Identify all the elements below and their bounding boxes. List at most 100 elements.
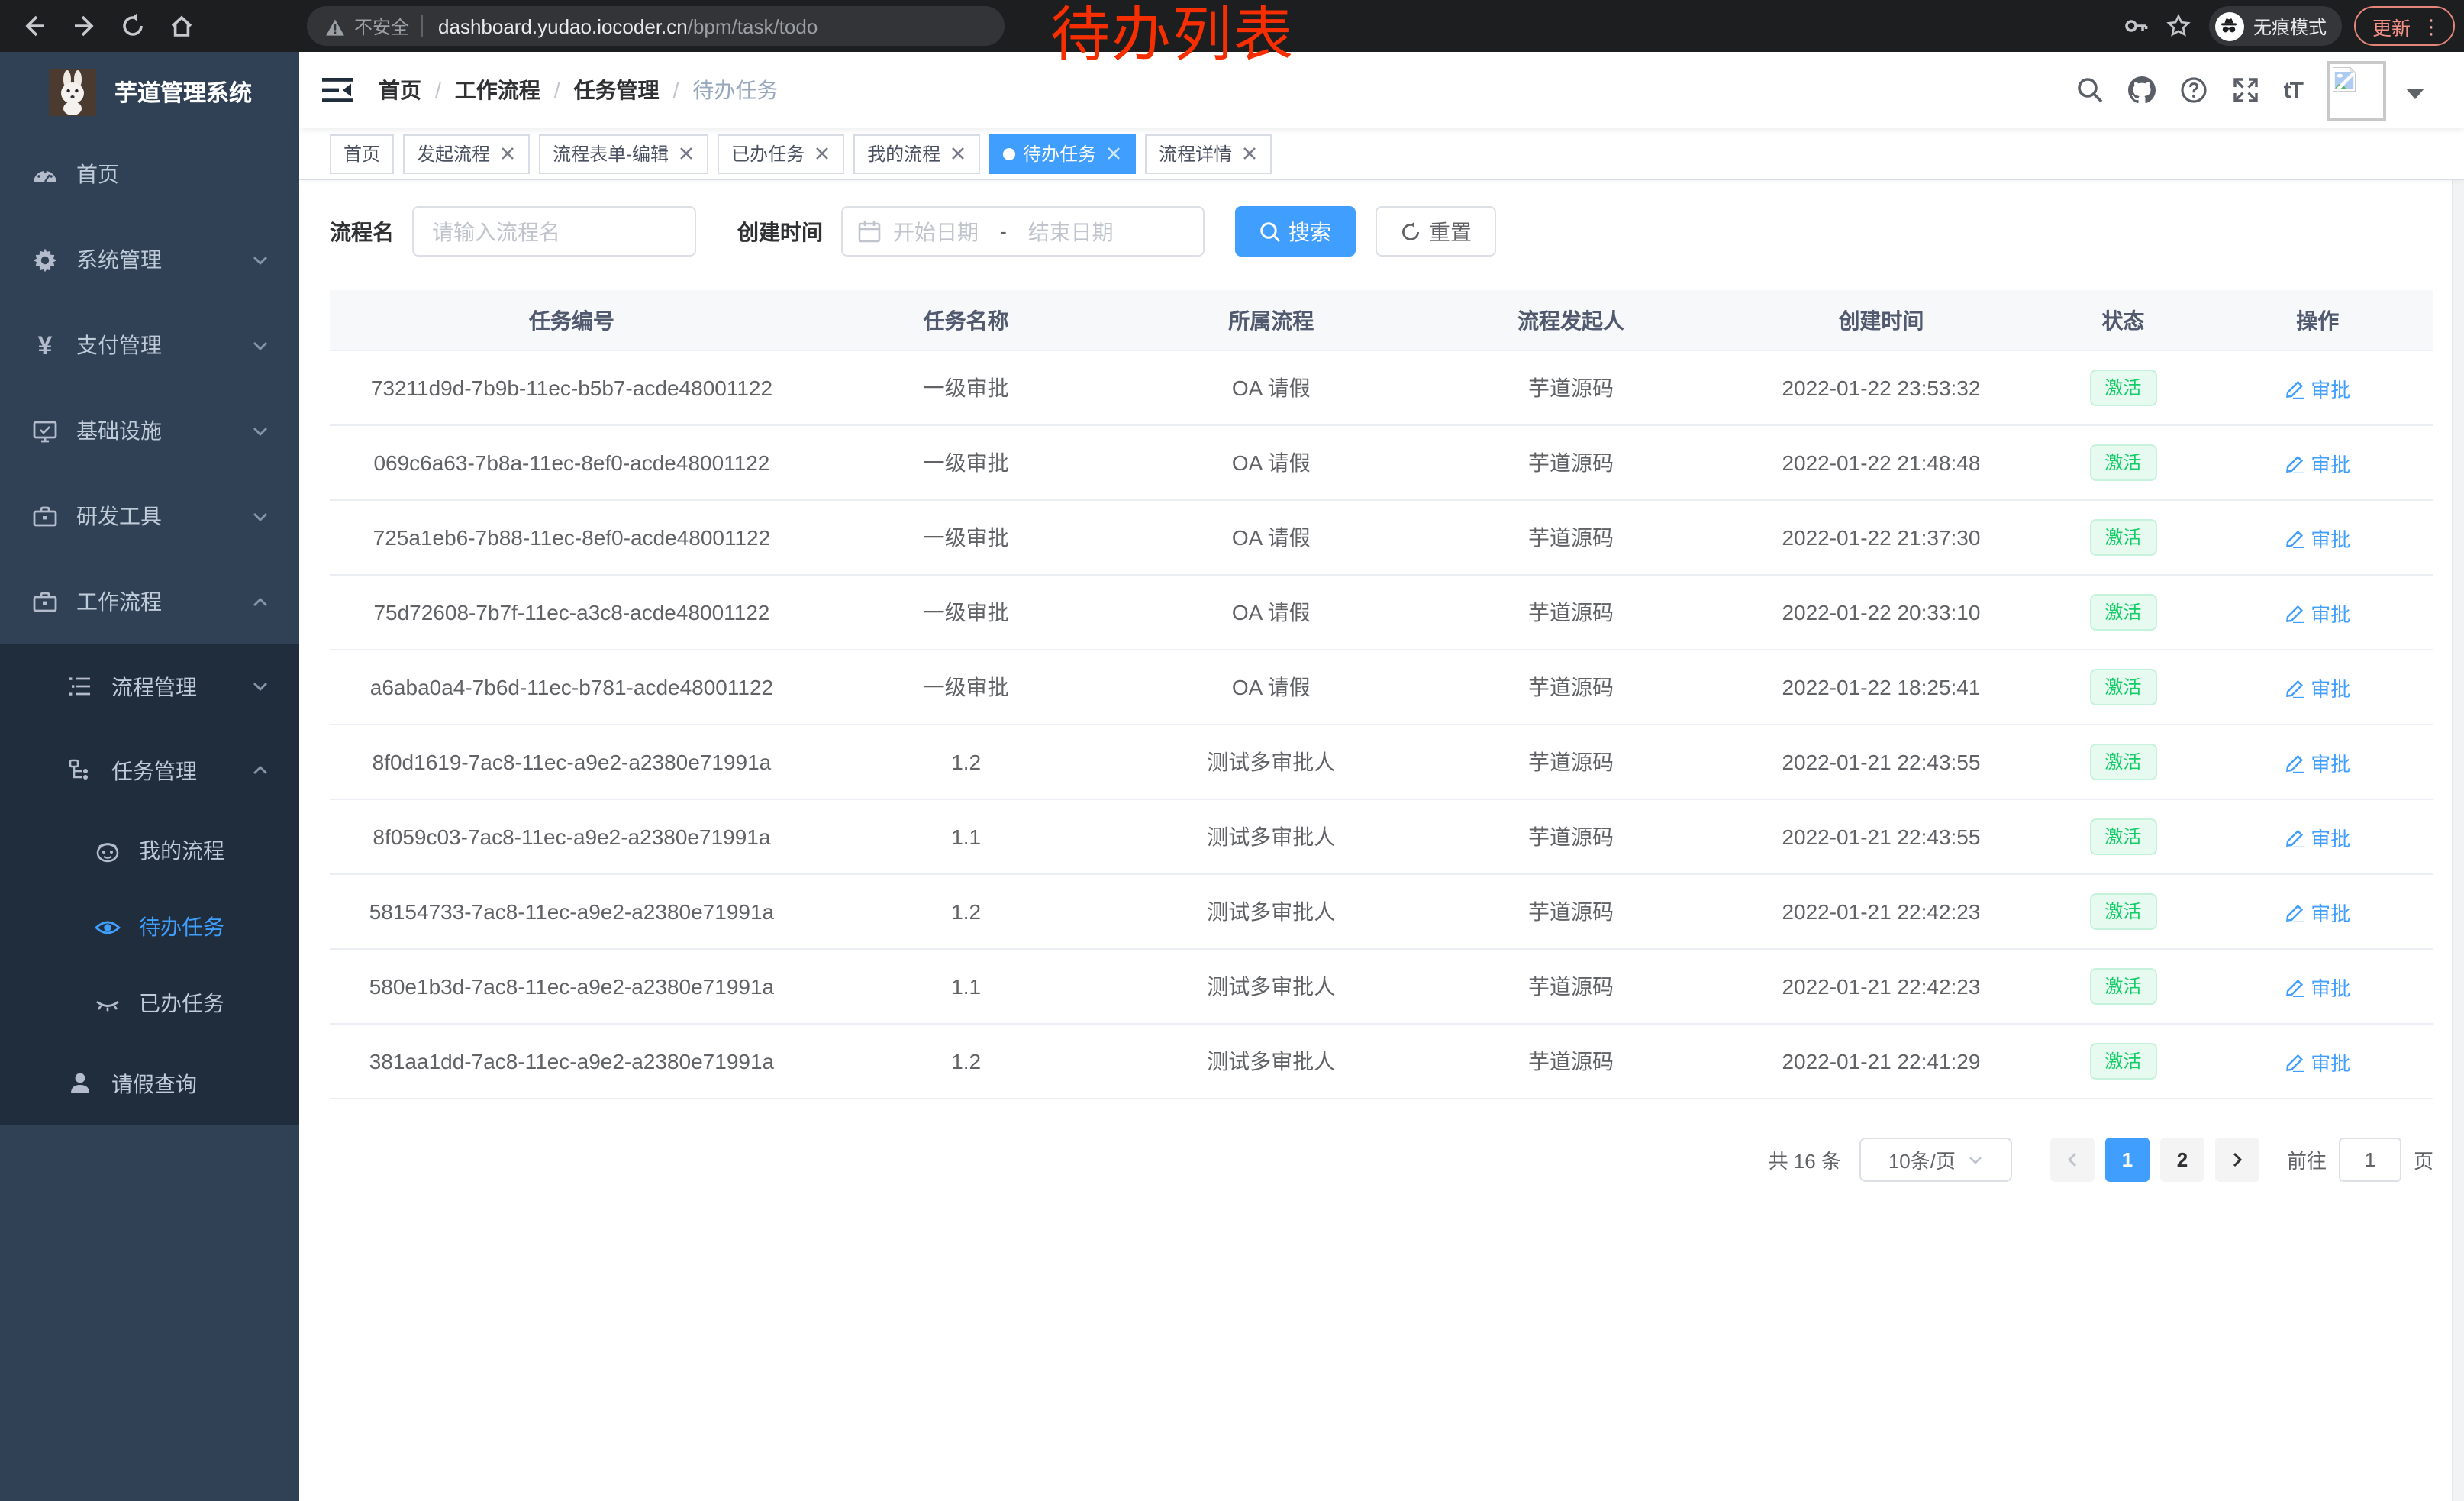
home-icon[interactable] (168, 12, 195, 40)
sidebar-collapse-icon[interactable] (322, 78, 353, 102)
sidebar-item-payment[interactable]: ¥ 支付管理 (0, 302, 299, 388)
approve-label: 审批 (2311, 378, 2351, 401)
close-icon[interactable] (1241, 145, 1258, 162)
reset-button[interactable]: 重置 (1376, 206, 1496, 257)
breadcrumb-item[interactable]: 工作流程 (454, 78, 540, 102)
bookmark-star-icon[interactable] (2166, 13, 2191, 38)
breadcrumb-item[interactable]: 任务管理 (573, 78, 660, 102)
sidebar-item-task-mgmt[interactable]: 任务管理 (0, 728, 299, 812)
sidebar-item-leave-query[interactable]: 请假查询 (0, 1041, 299, 1125)
approve-link[interactable]: 审批 (2285, 822, 2350, 851)
prev-page-button[interactable] (2050, 1138, 2095, 1182)
tag-start-process[interactable]: 发起流程 (403, 134, 531, 173)
process-name-input[interactable]: 请输入流程名 (412, 206, 696, 257)
cell-starter: 芋道源码 (1527, 600, 1614, 625)
goto-page-input[interactable] (2338, 1138, 2401, 1182)
tag-home[interactable]: 首页 (330, 134, 395, 173)
avatar-caret-down-icon[interactable] (2406, 88, 2424, 98)
search-button-label: 搜索 (1288, 219, 1331, 244)
page-button-1[interactable]: 1 (2104, 1138, 2150, 1182)
sidebar-item-home[interactable]: 首页 (0, 131, 299, 217)
sidebar-item-label: 待办任务 (139, 915, 224, 939)
back-icon[interactable] (21, 12, 49, 40)
reload-icon[interactable] (119, 12, 147, 40)
approve-label: 审批 (2311, 827, 2351, 850)
tag-todo-tasks[interactable]: 待办任务 (989, 134, 1137, 173)
sidebar-item-workflow[interactable]: 工作流程 (0, 559, 299, 644)
cell-starter: 芋道源码 (1527, 899, 1614, 924)
approve-link[interactable]: 审批 (2285, 373, 2350, 402)
chrome-menu-icon[interactable]: ⋮ (2421, 15, 2441, 37)
approve-link[interactable]: 审批 (2285, 1047, 2350, 1076)
app-logo-row[interactable]: 芋道管理系统 (0, 52, 299, 131)
edit-pencil-icon (2285, 529, 2304, 547)
reset-button-label: 重置 (1429, 219, 1472, 244)
avatar[interactable] (2327, 60, 2386, 120)
sidebar-item-todo-tasks[interactable]: 待办任务 (0, 889, 299, 965)
next-page-button[interactable] (2214, 1138, 2259, 1182)
cell-task-id: 069c6a63-7b8a-11ec-8ef0-acde48001122 (373, 450, 770, 475)
password-key-icon[interactable] (2124, 14, 2148, 38)
close-icon[interactable] (499, 145, 516, 162)
status-badge: 激活 (2089, 519, 2157, 556)
update-label[interactable]: 更新 (2372, 18, 2411, 39)
cell-task-name: 1.1 (951, 825, 982, 849)
approve-link[interactable]: 审批 (2285, 972, 2350, 1001)
tag-label: 流程表单-编辑 (553, 144, 669, 165)
approve-link[interactable]: 审批 (2285, 448, 2350, 477)
sidebar-item-devtools[interactable]: 研发工具 (0, 473, 299, 559)
approve-link[interactable]: 审批 (2285, 897, 2350, 926)
search-icon[interactable] (2076, 76, 2105, 105)
sidebar-item-my-process[interactable]: 我的流程 (0, 812, 299, 889)
annotation-text: 待办列表 (1050, 3, 1295, 69)
font-size-icon[interactable]: tT (2283, 77, 2304, 103)
table-row: 58154733-7ac8-11ec-a9e2-a2380e71991a 1.2… (330, 875, 2433, 950)
cell-starter: 芋道源码 (1527, 825, 1614, 849)
browser-update-button[interactable]: 更新 ⋮ (2353, 6, 2455, 46)
sidebar-item-done-tasks[interactable]: 已办任务 (0, 965, 299, 1041)
sidebar-item-process-mgmt[interactable]: 流程管理 (0, 644, 299, 728)
close-icon[interactable] (678, 145, 695, 162)
tag-form-edit[interactable]: 流程表单-编辑 (539, 134, 709, 173)
calendar-icon (858, 220, 881, 243)
sidebar-item-system[interactable]: 系统管理 (0, 217, 299, 302)
help-icon[interactable] (2180, 76, 2209, 105)
security-label[interactable]: 不安全 (354, 16, 410, 37)
address-bar[interactable]: 不安全 dashboard.yudao.iocoder.cn/bpm/task/… (307, 6, 1005, 46)
page-size-select[interactable]: 10条/页 (1859, 1138, 2012, 1182)
cell-task-id: 8f059c03-7ac8-11ec-a9e2-a2380e71991a (373, 825, 771, 849)
date-range-picker[interactable]: 开始日期 - 结束日期 (841, 206, 1205, 257)
github-icon[interactable] (2128, 76, 2157, 105)
close-icon[interactable] (950, 145, 966, 162)
status-badge: 激活 (2089, 594, 2157, 631)
cell-created: 2022-01-21 22:42:23 (1782, 899, 1981, 924)
cell-task-name: 1.2 (951, 750, 982, 774)
forward-icon[interactable] (70, 12, 98, 40)
close-icon[interactable] (1105, 145, 1122, 162)
tag-process-detail[interactable]: 流程详情 (1145, 134, 1272, 173)
col-header: 所属流程 (1228, 308, 1314, 332)
breadcrumb-separator: / (435, 78, 441, 102)
scrollbar[interactable] (2452, 52, 2464, 1501)
tag-done-tasks[interactable]: 已办任务 (718, 134, 845, 173)
approve-link[interactable]: 审批 (2285, 673, 2350, 702)
chevron-down-icon (252, 251, 269, 268)
create-time-label: 创建时间 (737, 219, 823, 244)
breadcrumb-item[interactable]: 首页 (379, 78, 421, 102)
dashboard-gauge-icon (32, 161, 58, 187)
page-button-2[interactable]: 2 (2159, 1138, 2204, 1182)
cell-task-id: a6aba0a4-7b6d-11ec-b781-acde48001122 (369, 675, 774, 699)
approve-link[interactable]: 审批 (2285, 598, 2350, 627)
approve-link[interactable]: 审批 (2285, 523, 2350, 552)
search-button[interactable]: 搜索 (1235, 206, 1356, 257)
cell-created: 2022-01-22 20:33:10 (1782, 600, 1981, 625)
sidebar-item-infrastructure[interactable]: 基础设施 (0, 388, 299, 473)
close-icon[interactable] (814, 145, 830, 162)
not-secure-warning-icon (325, 17, 345, 36)
approve-link[interactable]: 审批 (2285, 747, 2350, 776)
cell-process: 测试多审批人 (1207, 750, 1336, 774)
tag-my-process[interactable]: 我的流程 (853, 134, 981, 173)
cell-created: 2022-01-21 22:43:55 (1782, 825, 1981, 849)
fullscreen-icon[interactable] (2232, 76, 2261, 105)
